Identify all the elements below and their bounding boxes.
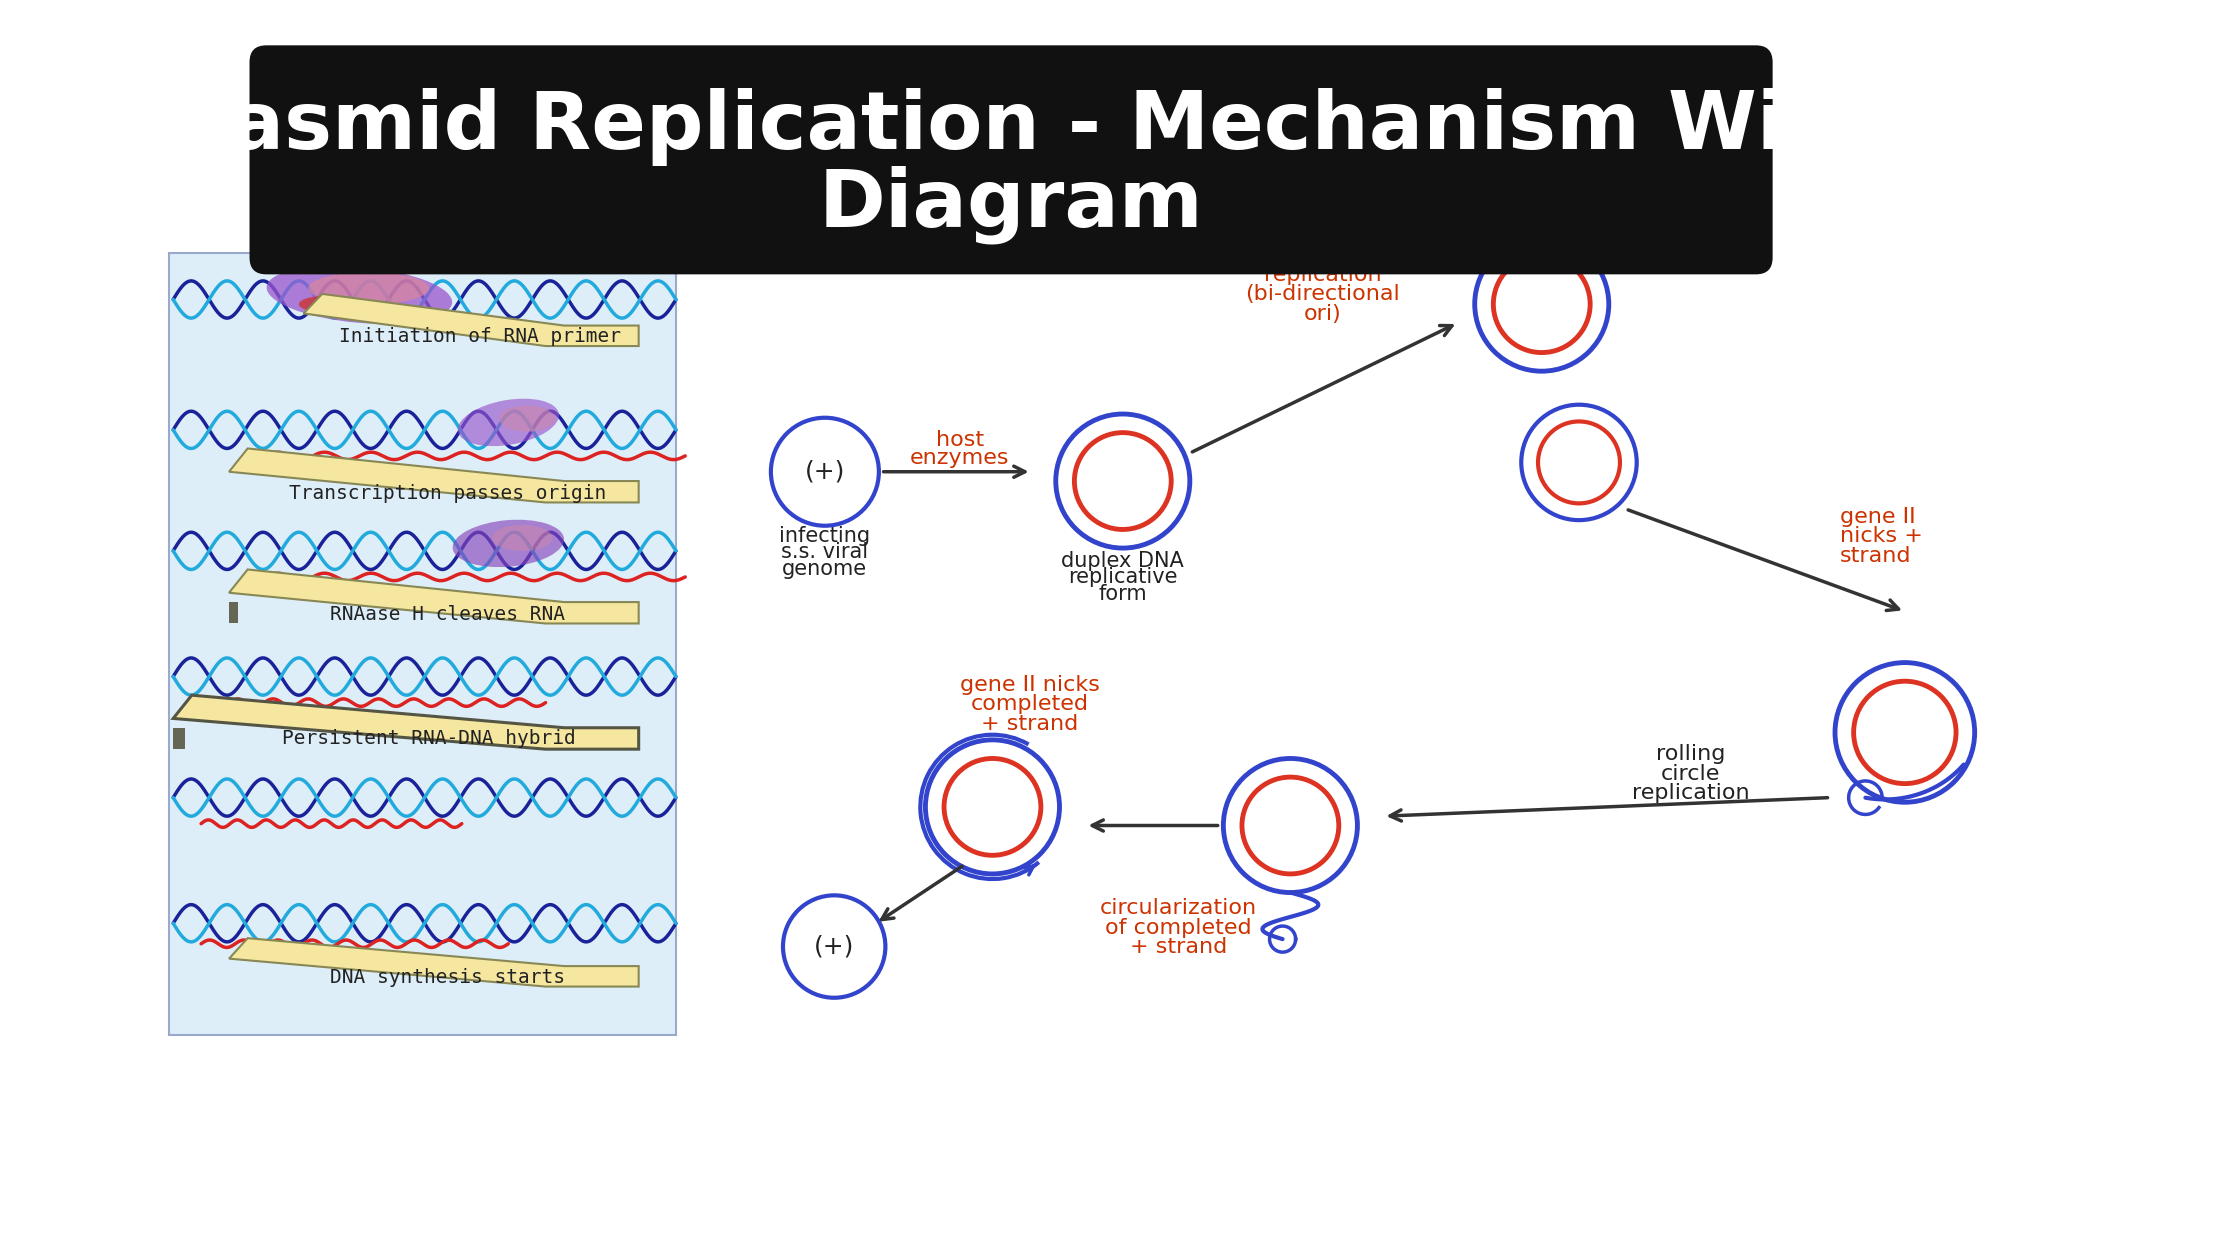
Circle shape <box>1223 759 1357 892</box>
Text: Initiation of RNA primer: Initiation of RNA primer <box>340 328 620 347</box>
Text: s.s. viral: s.s. viral <box>782 542 869 562</box>
Text: nicks +: nicks + <box>1839 527 1922 547</box>
Circle shape <box>1474 237 1608 372</box>
Text: replicative: replicative <box>1068 567 1178 587</box>
Circle shape <box>784 896 885 998</box>
Ellipse shape <box>452 519 564 567</box>
Ellipse shape <box>267 266 452 324</box>
FancyBboxPatch shape <box>228 602 237 624</box>
Circle shape <box>1055 415 1189 548</box>
Polygon shape <box>172 696 638 750</box>
Ellipse shape <box>457 398 560 446</box>
Text: Diagram: Diagram <box>818 165 1203 244</box>
Text: (bi-directional: (bi-directional <box>1245 285 1400 305</box>
Text: of completed: of completed <box>1104 917 1252 937</box>
Text: rolling: rolling <box>1655 745 1725 765</box>
Text: gene II nicks: gene II nicks <box>959 674 1100 694</box>
Text: DNA synthesis starts: DNA synthesis starts <box>329 968 564 987</box>
Text: replication: replication <box>1263 265 1382 285</box>
Text: replication: replication <box>1633 784 1749 804</box>
Text: gene II: gene II <box>1839 507 1915 527</box>
Circle shape <box>1835 663 1976 803</box>
Text: enzymes: enzymes <box>909 449 1010 469</box>
Text: form: form <box>1098 585 1147 605</box>
FancyBboxPatch shape <box>249 45 1772 275</box>
FancyBboxPatch shape <box>172 728 186 750</box>
Ellipse shape <box>309 272 430 305</box>
Ellipse shape <box>298 296 354 312</box>
Ellipse shape <box>500 406 556 432</box>
Text: Plasmid Replication - Mechanism With: Plasmid Replication - Mechanism With <box>143 88 1879 165</box>
Text: RNAase H cleaves RNA: RNAase H cleaves RNA <box>329 605 564 624</box>
Polygon shape <box>228 939 638 987</box>
Polygon shape <box>228 570 638 624</box>
Text: duplex DNA: duplex DNA <box>1062 551 1185 571</box>
Text: infecting: infecting <box>780 525 871 546</box>
Text: + strand: + strand <box>981 713 1077 733</box>
Circle shape <box>771 418 878 525</box>
Text: + strand: + strand <box>1129 937 1228 958</box>
Text: ori): ori) <box>1304 304 1342 324</box>
Text: circle: circle <box>1662 764 1720 784</box>
Text: completed: completed <box>970 694 1089 714</box>
Text: circularization: circularization <box>1100 898 1257 919</box>
Text: strand: strand <box>1839 546 1911 566</box>
FancyBboxPatch shape <box>168 253 676 1034</box>
Circle shape <box>1521 404 1637 520</box>
Polygon shape <box>228 449 638 503</box>
Circle shape <box>925 740 1060 874</box>
Text: Persistent RNA-DNA hybrid: Persistent RNA-DNA hybrid <box>282 730 576 748</box>
Polygon shape <box>305 294 638 347</box>
Text: host: host <box>936 430 983 450</box>
Text: (+): (+) <box>813 935 853 959</box>
Ellipse shape <box>493 525 553 551</box>
Text: (+): (+) <box>804 460 844 484</box>
Text: Transcription passes origin: Transcription passes origin <box>289 484 607 503</box>
Text: genome: genome <box>782 559 867 580</box>
